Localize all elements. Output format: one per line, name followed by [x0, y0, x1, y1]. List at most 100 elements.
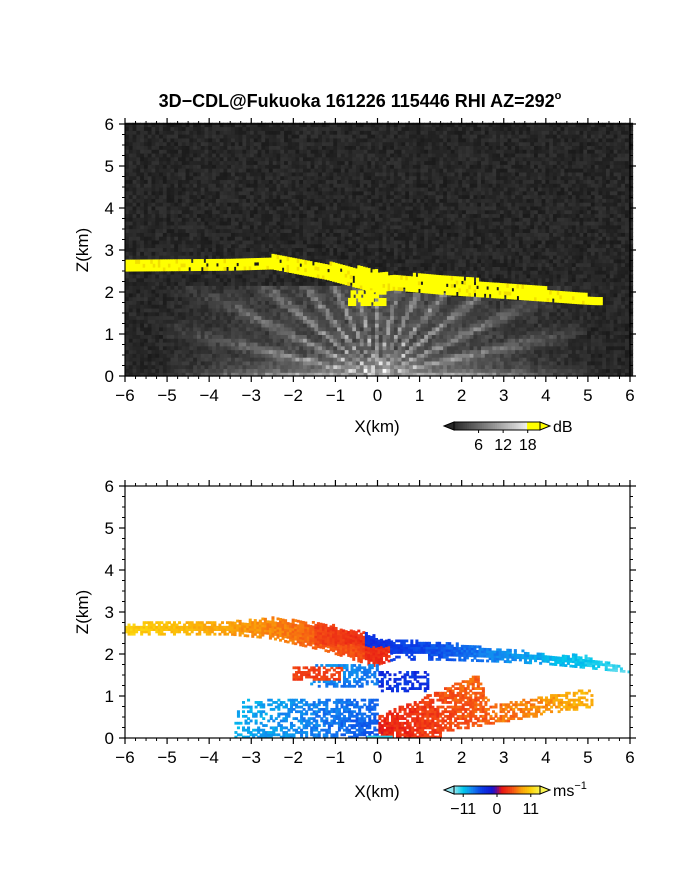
backscatter-cell: [132, 357, 137, 362]
backscatter-cell: [212, 334, 217, 339]
backscatter-cell: [348, 326, 353, 332]
backscatter-cell: [272, 205, 278, 211]
backscatter-cell: [321, 156, 327, 162]
backscatter-cell: [272, 152, 278, 158]
backscatter-cell: [265, 202, 270, 207]
backscatter-cell: [291, 338, 297, 343]
backscatter-cell: [223, 326, 228, 332]
backscatter-cell: [212, 311, 217, 317]
backscatter-cell: [382, 255, 387, 260]
backscatter-cell: [272, 368, 278, 373]
backscatter-cell: [132, 277, 137, 283]
backscatter-cell: [337, 134, 342, 139]
backscatter-cell: [174, 360, 179, 366]
backscatter-cell: [303, 236, 308, 241]
backscatter-cell: [287, 243, 293, 249]
backscatter-cell: [215, 239, 221, 245]
backscatter-cell: [409, 194, 414, 199]
backscatter-cell: [268, 137, 274, 143]
backscatter-cell: [378, 221, 384, 226]
backscatter-cell: [212, 364, 217, 370]
backscatter-cell: [382, 368, 387, 373]
backscatter-cell: [231, 145, 236, 150]
backscatter-cell: [215, 160, 221, 165]
backscatter-cell: [234, 228, 240, 233]
backscatter-cell: [356, 315, 361, 320]
backscatter-cell: [303, 289, 308, 294]
backscatter-cell: [318, 236, 323, 241]
backscatter-cell: [185, 296, 190, 301]
backscatter-cell: [393, 168, 399, 173]
backscatter-cell: [412, 179, 418, 184]
backscatter-cell: [337, 345, 342, 351]
backscatter-cell: [374, 341, 380, 347]
backscatter-cell: [329, 213, 334, 218]
backscatter-cell: [234, 292, 240, 298]
backscatter-cell: [204, 307, 209, 313]
backscatter-cell: [329, 353, 334, 358]
backscatter-cell: [374, 304, 380, 309]
backscatter-cell: [280, 243, 285, 249]
backscatter-cell: [272, 281, 278, 286]
backscatter-cell: [200, 171, 206, 177]
backscatter-cell: [321, 141, 327, 147]
backscatter-cell: [337, 360, 342, 366]
backscatter-cell: [397, 221, 403, 226]
backscatter-cell: [318, 239, 323, 245]
backscatter-cell: [200, 213, 206, 218]
backscatter-cell: [215, 338, 221, 343]
backscatter-cell: [337, 145, 342, 150]
backscatter-cell: [215, 130, 221, 135]
backscatter-cell: [401, 345, 406, 351]
backscatter-cell: [196, 243, 202, 249]
backscatter-cell: [193, 292, 198, 298]
backscatter-cell: [390, 368, 395, 373]
backscatter-cell: [272, 130, 278, 135]
backscatter-cell: [291, 360, 297, 366]
backscatter-cell: [337, 168, 342, 173]
backscatter-cell: [401, 266, 406, 271]
backscatter-cell: [125, 243, 130, 249]
backscatter-cell: [306, 152, 312, 158]
backscatter-cell: [352, 152, 357, 158]
backscatter-cell: [280, 368, 285, 373]
backscatter-cell: [348, 130, 353, 135]
backscatter-cell: [219, 202, 225, 207]
backscatter-cell: [393, 179, 399, 184]
backscatter-cell: [325, 243, 331, 249]
backscatter-cell: [272, 270, 278, 275]
backscatter-cell: [257, 326, 262, 332]
backscatter-cell: [143, 149, 149, 154]
backscatter-cell: [412, 330, 418, 336]
backscatter-cell: [265, 239, 270, 245]
backscatter-cell: [280, 217, 285, 222]
backscatter-cell: [189, 171, 194, 177]
backscatter-cell: [318, 353, 323, 358]
backscatter-cell: [352, 311, 357, 317]
backscatter-cell: [284, 198, 289, 203]
backscatter-cell: [170, 175, 175, 181]
backscatter-cell: [295, 349, 300, 354]
backscatter-cell: [151, 168, 156, 173]
backscatter-cell: [412, 266, 418, 271]
backscatter-cell: [306, 251, 312, 256]
backscatter-cell: [306, 224, 312, 230]
backscatter-cell: [382, 145, 387, 150]
backscatter-cell: [193, 179, 198, 184]
backscatter-cell: [352, 145, 357, 150]
backscatter-cell: [409, 330, 414, 336]
backscatter-cell: [166, 130, 172, 135]
backscatter-cell: [128, 334, 134, 339]
backscatter-cell: [159, 149, 164, 154]
backscatter-cell: [401, 307, 406, 313]
backscatter-cell: [371, 221, 376, 226]
backscatter-cell: [196, 202, 202, 207]
backscatter-cell: [249, 179, 255, 184]
backscatter-cell: [193, 183, 198, 188]
backscatter-cell: [409, 171, 414, 177]
backscatter-cell: [356, 126, 361, 131]
backscatter-cell: [412, 126, 418, 131]
backscatter-cell: [253, 281, 259, 286]
backscatter-cell: [340, 187, 346, 192]
backscatter-cell: [151, 372, 156, 377]
